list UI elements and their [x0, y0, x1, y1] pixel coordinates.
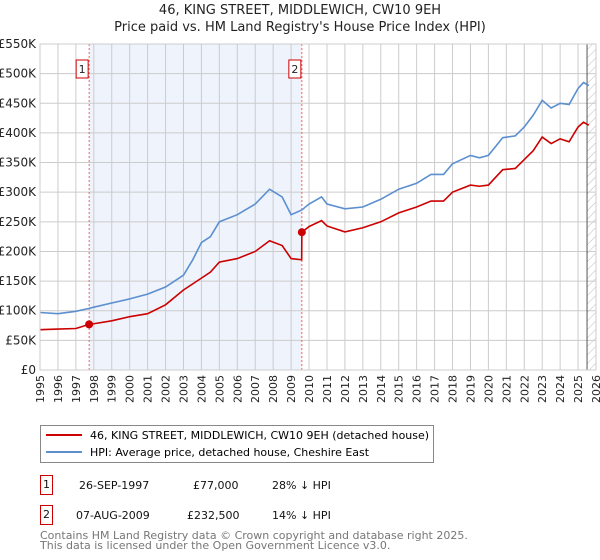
x-tick-label: 2012 — [339, 375, 352, 403]
annotation-label: 2 — [291, 63, 298, 76]
hatched-region — [587, 44, 596, 370]
y-tick-label: £400K — [0, 126, 37, 140]
legend-label: 46, KING STREET, MIDDLEWICH, CW10 9EH (d… — [90, 428, 430, 442]
footer-line: This data is licensed under the Open Gov… — [40, 539, 391, 552]
x-tick-label: 2019 — [464, 375, 477, 403]
sale-point — [297, 228, 306, 237]
transaction-hpi-diff: 14% ↓ HPI — [272, 509, 331, 522]
x-tick-label: 2018 — [447, 375, 460, 403]
chart-subtitle: Price paid vs. HM Land Registry's House … — [114, 20, 486, 35]
x-tick-label: 1997 — [70, 375, 83, 403]
x-tick-label: 2011 — [321, 375, 334, 403]
x-tick-label: 2025 — [572, 375, 585, 403]
x-tick-label: 2021 — [500, 375, 513, 403]
legend-item-hpi: HPI: Average price, detached house, Ches… — [41, 444, 369, 460]
transaction-hpi-diff: 28% ↓ HPI — [272, 479, 331, 492]
x-tick-label: 2014 — [375, 375, 388, 403]
x-tick-label: 2004 — [195, 375, 208, 403]
x-tick-label: 2022 — [518, 375, 531, 403]
transaction-date: 26-SEP-1997 — [79, 479, 150, 492]
x-tick-label: 2001 — [142, 375, 155, 403]
series-line — [39, 81, 590, 315]
y-tick-label: £200K — [0, 244, 37, 258]
series-line — [39, 121, 590, 331]
x-tick-label: 2003 — [177, 375, 190, 403]
x-tick-label: 2008 — [267, 375, 280, 403]
x-tick-label: 2002 — [160, 375, 173, 403]
sale-period-shade — [89, 44, 302, 370]
x-tick-label: 2007 — [249, 375, 262, 403]
transaction-badge: 1 — [40, 475, 53, 495]
x-tick-label: 1995 — [34, 375, 47, 403]
chart-title: 46, KING STREET, MIDDLEWICH, CW10 9EH — [158, 3, 442, 18]
x-tick-label: 2024 — [554, 375, 567, 403]
legend-label: HPI: Average price, detached house, Ches… — [90, 445, 370, 459]
x-tick-label: 1998 — [88, 375, 101, 403]
x-tick-label: 2015 — [393, 375, 406, 403]
x-tick-label: 2020 — [482, 375, 495, 403]
x-tick-label: 2016 — [411, 375, 424, 403]
y-tick-label: £150K — [0, 274, 37, 288]
x-tick-label: 2017 — [429, 375, 442, 403]
transaction-price: £232,500 — [187, 509, 240, 522]
y-tick-label: £550K — [0, 37, 37, 51]
x-tick-label: 1999 — [106, 375, 119, 403]
legend-item-property: 46, KING STREET, MIDDLEWICH, CW10 9EH (d… — [41, 427, 429, 443]
y-tick-label: £100K — [0, 304, 37, 318]
x-tick-label: 2005 — [213, 375, 226, 403]
x-tick-label: 2013 — [357, 375, 370, 403]
footer: Contains HM Land Registry data © Crown c… — [40, 529, 468, 552]
y-tick-label: £50K — [5, 333, 37, 347]
legend-swatch-blue — [46, 451, 82, 453]
plot-border — [39, 43, 597, 371]
annotation-box — [288, 59, 302, 79]
y-tick-label: £0 — [21, 363, 36, 377]
x-tick-label: 2023 — [536, 375, 549, 403]
sale-point — [85, 320, 94, 329]
transaction-date: 07-AUG-2009 — [76, 509, 150, 522]
x-tick-label: 2000 — [124, 375, 137, 403]
annotation-box — [75, 59, 89, 79]
legend: 46, KING STREET, MIDDLEWICH, CW10 9EH (d… — [40, 425, 434, 463]
footer-line: Contains HM Land Registry data © Crown c… — [40, 529, 468, 542]
y-tick-label: £500K — [0, 67, 37, 81]
y-tick-label: £300K — [0, 185, 37, 199]
x-tick-label: 2009 — [285, 375, 298, 403]
y-tick-label: £350K — [0, 156, 37, 170]
x-tick-label: 2026 — [590, 375, 600, 403]
x-tick-label: 2006 — [231, 375, 244, 403]
annotation-label: 1 — [79, 63, 86, 76]
x-tick-label: 2010 — [303, 375, 316, 403]
y-tick-label: £450K — [0, 96, 37, 110]
legend-swatch-red — [46, 434, 82, 436]
x-tick-label: 1996 — [52, 375, 65, 403]
y-tick-label: £250K — [0, 215, 37, 229]
transaction-badge: 2 — [40, 505, 53, 525]
transaction-price: £77,000 — [193, 479, 239, 492]
plot-area: 1995 1996 1997 1998 1999 2000 2001 2002 2003 2004… — [0, 37, 600, 403]
